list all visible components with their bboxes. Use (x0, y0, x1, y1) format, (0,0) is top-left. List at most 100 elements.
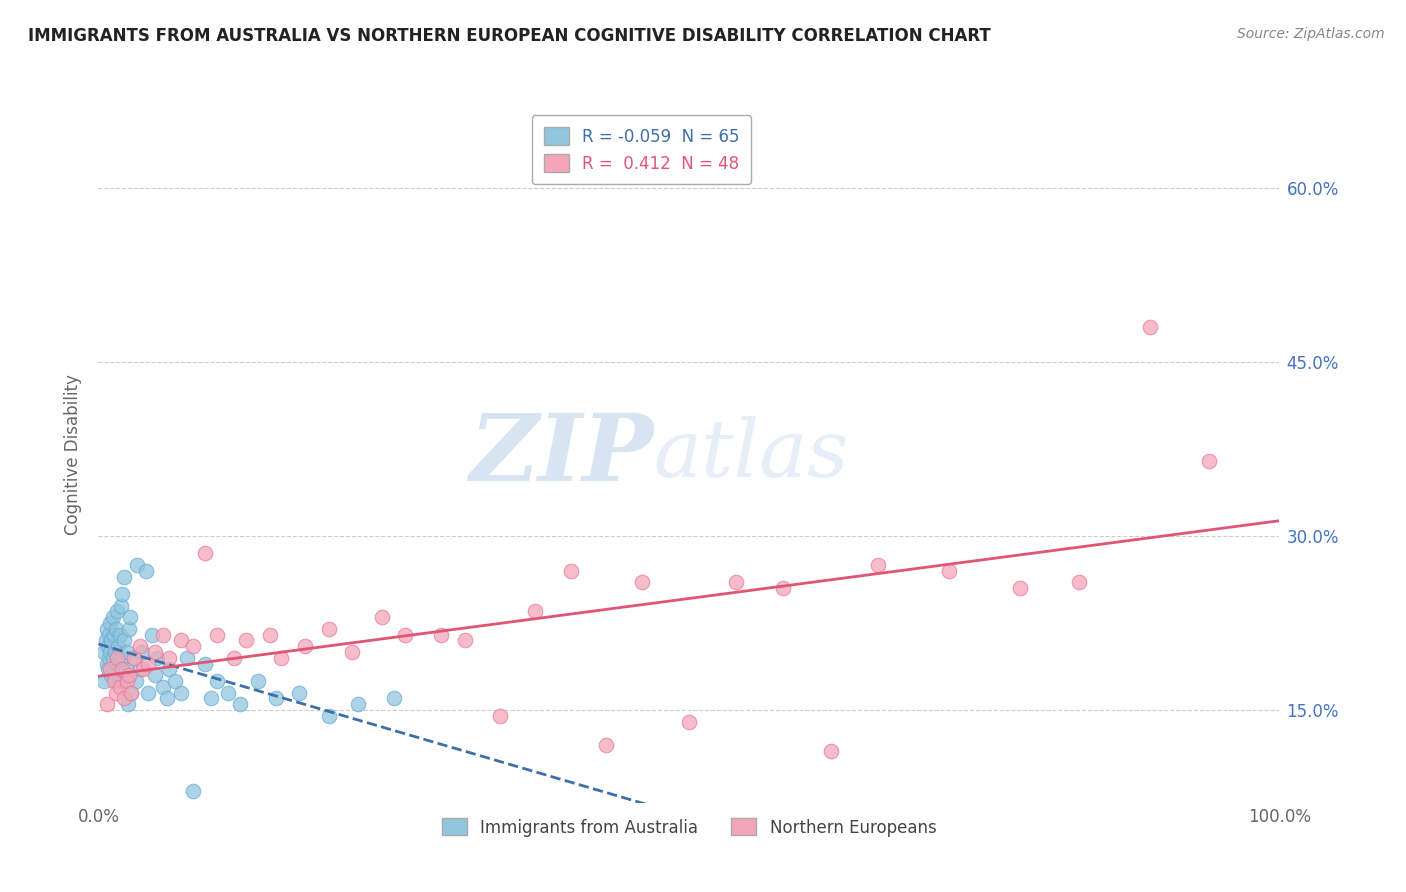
Point (141, 628, 163, 642)
Point (181, 639, 204, 653)
Point (136, 685, 159, 699)
Point (122, 651, 145, 665)
Point (294, 639, 316, 653)
Point (97, 639, 120, 653)
Point (143, 668, 166, 682)
Point (1008, 582, 1031, 596)
Point (98, 651, 121, 665)
Point (143, 645, 166, 659)
Point (132, 662, 155, 677)
Point (224, 651, 246, 665)
Text: atlas: atlas (654, 417, 849, 493)
Point (725, 575, 748, 590)
Point (105, 651, 128, 665)
Point (146, 651, 169, 665)
Point (136, 657, 159, 671)
Point (194, 657, 217, 671)
Point (120, 610, 142, 624)
Point (342, 645, 364, 659)
Point (96, 657, 118, 671)
Point (103, 662, 125, 677)
Point (121, 685, 143, 699)
Point (176, 651, 198, 665)
Point (111, 651, 134, 665)
Point (104, 645, 127, 659)
Point (235, 633, 257, 648)
Point (157, 651, 180, 665)
Point (371, 610, 394, 624)
Point (111, 587, 134, 601)
Point (105, 685, 128, 699)
Point (97, 662, 120, 677)
Point (1139, 320, 1161, 334)
Point (93, 645, 115, 659)
Point (112, 674, 135, 689)
Point (678, 714, 700, 729)
Y-axis label: Cognitive Disability: Cognitive Disability (65, 375, 83, 535)
Point (229, 698, 252, 712)
Point (453, 633, 475, 648)
Point (630, 575, 652, 590)
Point (118, 668, 141, 682)
Point (938, 564, 960, 578)
Point (114, 662, 136, 677)
Point (595, 738, 617, 752)
Point (105, 674, 128, 689)
Point (101, 610, 124, 624)
Point (560, 564, 582, 578)
Point (100, 633, 122, 648)
Point (1198, 453, 1220, 467)
Point (170, 633, 193, 648)
Point (259, 628, 281, 642)
Point (108, 662, 131, 677)
Point (112, 570, 135, 584)
Point (131, 645, 153, 659)
Point (122, 651, 145, 665)
Point (205, 628, 228, 642)
Point (127, 558, 149, 573)
Point (103, 674, 125, 689)
Point (200, 691, 222, 706)
Point (98, 628, 121, 642)
Point (108, 680, 131, 694)
Point (170, 685, 193, 699)
Point (115, 645, 138, 659)
Point (98, 662, 121, 677)
Point (181, 784, 204, 798)
Point (125, 674, 148, 689)
Point (152, 680, 174, 694)
Text: IMMIGRANTS FROM AUSTRALIA VS NORTHERN EUROPEAN COGNITIVE DISABILITY CORRELATION : IMMIGRANTS FROM AUSTRALIA VS NORTHERN EU… (28, 27, 991, 45)
Point (103, 628, 125, 642)
Point (205, 674, 228, 689)
Point (270, 651, 292, 665)
Point (165, 674, 187, 689)
Point (318, 708, 340, 723)
Text: Source: ZipAtlas.com: Source: ZipAtlas.com (1237, 27, 1385, 41)
Point (152, 628, 174, 642)
Point (524, 605, 547, 619)
Point (382, 691, 405, 706)
Point (347, 698, 370, 712)
Point (264, 691, 287, 706)
Point (430, 628, 453, 642)
Point (820, 744, 842, 758)
Point (318, 622, 340, 636)
Text: ZIP: ZIP (470, 410, 654, 500)
Point (121, 685, 143, 699)
Legend: Immigrants from Australia, Northern Europeans: Immigrants from Australia, Northern Euro… (434, 812, 943, 843)
Point (93, 674, 115, 689)
Point (772, 582, 794, 596)
Point (156, 691, 179, 706)
Point (194, 546, 217, 561)
Point (118, 622, 141, 636)
Point (117, 698, 139, 712)
Point (105, 605, 128, 619)
Point (246, 674, 269, 689)
Point (489, 708, 512, 723)
Point (107, 639, 129, 653)
Point (135, 564, 157, 578)
Point (157, 662, 180, 677)
Point (1067, 575, 1090, 590)
Point (115, 674, 138, 689)
Point (100, 668, 122, 682)
